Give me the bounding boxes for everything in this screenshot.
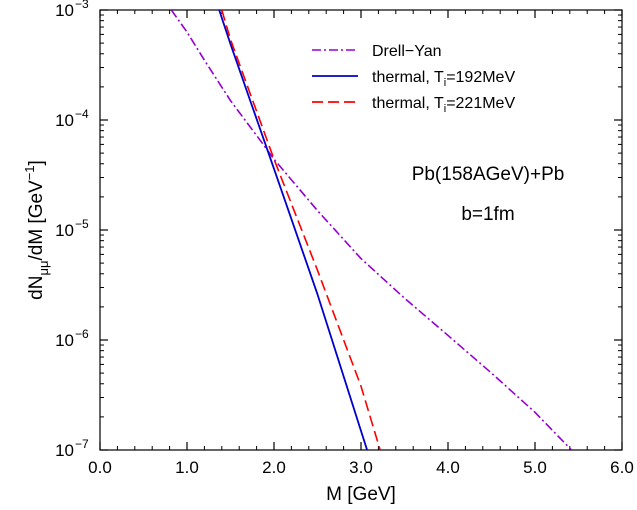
y-tick-exponent: −7 bbox=[75, 437, 89, 451]
legend-label-drell-yan: Drell−Yan bbox=[372, 43, 442, 60]
y-tick-labels: 10−710−610−510−410−3 bbox=[55, 0, 89, 460]
y-tick-label: 10 bbox=[55, 1, 74, 20]
y-label-main: dN bbox=[26, 276, 47, 300]
y-tick-exponent: −5 bbox=[75, 217, 89, 231]
legend: Drell−Yan thermal, Ti=192MeV thermal, Ti… bbox=[312, 43, 515, 115]
annotation-impact-parameter: b=1fm bbox=[461, 204, 514, 225]
x-tick-label: 6.0 bbox=[610, 458, 634, 477]
y-label-sub: μμ bbox=[36, 261, 51, 276]
x-tick-label: 3.0 bbox=[349, 458, 373, 477]
series-line-thermal-ti-192mev bbox=[218, 10, 368, 450]
legend-label-thermal-192: thermal, Ti=192MeV bbox=[372, 69, 515, 89]
y-tick-exponent: −3 bbox=[75, 0, 89, 11]
axis-ticks bbox=[99, 9, 623, 451]
y-tick-label: 10 bbox=[55, 331, 74, 350]
x-tick-label: 0.0 bbox=[88, 458, 112, 477]
y-label-close: ] bbox=[26, 160, 47, 165]
x-tick-label: 4.0 bbox=[436, 458, 460, 477]
x-tick-labels: 0.0 1.0 2.0 3.0 4.0 5.0 6.0 bbox=[88, 458, 634, 477]
x-tick-label: 5.0 bbox=[523, 458, 547, 477]
x-tick-label: 1.0 bbox=[175, 458, 199, 477]
y-tick-label: 10 bbox=[55, 441, 74, 460]
x-tick-label: 2.0 bbox=[262, 458, 286, 477]
y-tick-label: 10 bbox=[55, 111, 74, 130]
series-line-thermal-ti-221mev bbox=[221, 10, 381, 450]
y-axis-label: dNμμ/dM [GeV−1] bbox=[22, 160, 51, 300]
y-tick-label: 10 bbox=[55, 221, 74, 240]
series-layer bbox=[170, 10, 573, 450]
plot-area bbox=[99, 9, 623, 451]
y-label-rest: /dM [GeV bbox=[26, 180, 47, 261]
y-tick-exponent: −6 bbox=[75, 327, 89, 341]
y-label-sup: −1 bbox=[22, 165, 37, 180]
y-tick-exponent: −4 bbox=[75, 107, 89, 121]
x-axis-label: M [GeV] bbox=[326, 484, 396, 505]
annotation-collision-system: Pb(158AGeV)+Pb bbox=[412, 164, 565, 185]
legend-label-thermal-221: thermal, Ti=221MeV bbox=[372, 95, 515, 115]
